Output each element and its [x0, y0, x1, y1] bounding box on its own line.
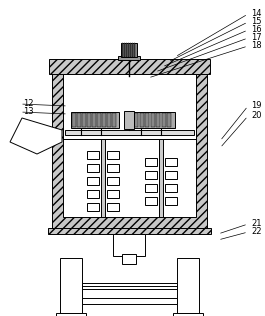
Text: 20: 20 — [251, 112, 262, 120]
Bar — [82, 113, 86, 127]
Bar — [122, 43, 123, 57]
Bar — [71, 112, 119, 128]
Bar — [101, 139, 105, 217]
Bar — [177, 258, 199, 313]
Bar — [156, 113, 160, 127]
Bar — [165, 184, 177, 192]
Bar — [63, 74, 196, 217]
Bar — [87, 190, 99, 198]
Bar — [126, 43, 127, 57]
Bar — [49, 59, 210, 74]
Text: 14: 14 — [251, 9, 262, 19]
Text: 16: 16 — [251, 26, 262, 34]
Bar — [102, 113, 106, 127]
Bar — [130, 43, 131, 57]
Bar — [124, 43, 125, 57]
Bar — [87, 203, 99, 211]
Bar — [107, 113, 111, 127]
Bar — [107, 203, 119, 211]
Bar — [165, 171, 177, 179]
Bar — [145, 171, 157, 179]
Bar — [173, 313, 203, 316]
Bar — [134, 43, 135, 57]
Bar — [97, 113, 101, 127]
Bar — [132, 43, 133, 57]
Bar — [82, 298, 177, 304]
Bar — [92, 113, 96, 127]
Text: 15: 15 — [251, 17, 262, 27]
Bar — [107, 151, 119, 159]
Bar — [112, 113, 116, 127]
Bar — [56, 313, 86, 316]
Bar — [121, 43, 137, 57]
Bar — [165, 197, 177, 205]
Bar — [87, 151, 99, 159]
Bar — [134, 113, 138, 127]
Bar — [72, 113, 76, 127]
Bar — [165, 158, 177, 166]
Bar — [161, 113, 166, 127]
Bar — [52, 63, 207, 228]
Bar — [87, 164, 99, 172]
Text: 12: 12 — [23, 100, 33, 108]
Bar — [139, 113, 144, 127]
Bar — [151, 113, 154, 127]
Bar — [167, 113, 171, 127]
Text: 13: 13 — [23, 107, 34, 117]
Bar — [87, 113, 91, 127]
Text: 22: 22 — [251, 228, 262, 236]
Bar — [82, 283, 177, 289]
Text: 21: 21 — [251, 220, 262, 228]
Bar — [107, 177, 119, 185]
Bar — [133, 112, 175, 128]
Bar — [145, 113, 149, 127]
Bar — [145, 158, 157, 166]
Text: 19: 19 — [251, 101, 262, 111]
Bar — [107, 190, 119, 198]
Bar — [128, 43, 129, 57]
Bar — [159, 139, 163, 217]
Bar — [145, 184, 157, 192]
Bar — [65, 130, 194, 135]
Bar — [145, 197, 157, 205]
Bar — [60, 258, 82, 313]
Text: 17: 17 — [251, 33, 262, 42]
Bar — [63, 74, 196, 139]
Bar — [107, 164, 119, 172]
Bar — [87, 177, 99, 185]
Bar — [48, 228, 211, 234]
Bar — [118, 56, 140, 60]
Bar — [113, 234, 145, 256]
Bar — [124, 111, 134, 129]
Text: 18: 18 — [251, 41, 262, 51]
Bar — [122, 254, 136, 264]
Bar — [77, 113, 81, 127]
Polygon shape — [10, 118, 62, 154]
